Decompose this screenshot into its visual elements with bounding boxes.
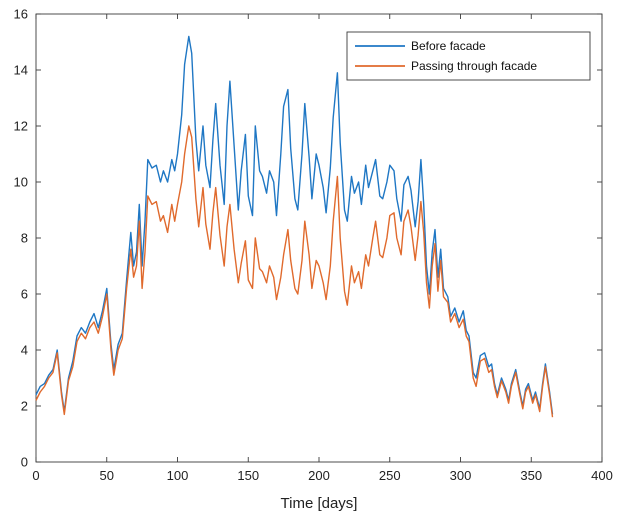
x-tick-label: 50 [100,468,114,483]
plot-frame [35,13,603,463]
x-tick-label: 300 [450,468,472,483]
x-tick-label: 350 [520,468,542,483]
legend-box [346,31,591,81]
plot-area [35,13,603,463]
y-tick-label: 2 [21,399,28,414]
series-layer [35,35,554,418]
legend-label: Before facade [411,39,486,53]
y-tick-label: 0 [21,455,28,470]
x-tick-label: 100 [167,468,189,483]
x-tick-label: 400 [591,468,613,483]
y-tick-label: 4 [21,343,28,358]
legend-label: Passing through facade [411,59,537,73]
series-line-before-facade [35,35,554,415]
y-tick-label: 8 [21,231,28,246]
x-tick-label: 0 [32,468,39,483]
y-tick-label: 6 [21,287,28,302]
y-axis: 0 2 4 6 8 10 12 14 16 [14,7,602,470]
legend: Before facade Passing through facade [346,31,591,81]
y-tick-label: 16 [14,7,28,22]
y-tick-label: 10 [14,175,28,190]
series-line-passing-through-facade [35,125,554,418]
y-tick-label: 12 [14,119,28,134]
x-tick-label: 150 [237,468,259,483]
x-axis-title: Time [days] [281,495,358,512]
x-axis: 0 50 100 150 200 250 300 350 400 [32,14,613,483]
x-tick-label: 250 [379,468,401,483]
y-tick-label: 14 [14,63,28,78]
x-tick-label: 200 [308,468,330,483]
